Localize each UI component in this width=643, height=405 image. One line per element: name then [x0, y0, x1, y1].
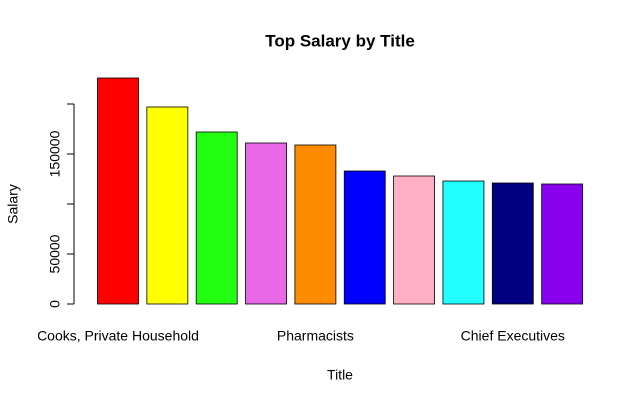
bar: [491, 182, 534, 305]
bar: [97, 77, 139, 305]
bar: [245, 142, 287, 305]
y-tick-label: 50000: [47, 234, 63, 273]
y-tick-label: 0: [47, 300, 63, 308]
bar: [442, 180, 485, 305]
bar: [294, 144, 337, 305]
bar: [541, 183, 584, 305]
bar: [195, 131, 238, 305]
x-tick-label: Pharmacists: [277, 328, 354, 344]
y-tick-label: 150000: [47, 130, 63, 177]
bar: [343, 170, 386, 305]
x-tick-label: Chief Executives: [461, 328, 565, 344]
x-tick-label: Cooks, Private Household: [37, 328, 199, 344]
bar: [393, 175, 436, 305]
chart-title: Top Salary by Title: [265, 31, 415, 50]
y-axis-label: Salary: [5, 184, 21, 224]
bar: [146, 106, 189, 305]
x-axis-label: Title: [327, 367, 353, 383]
